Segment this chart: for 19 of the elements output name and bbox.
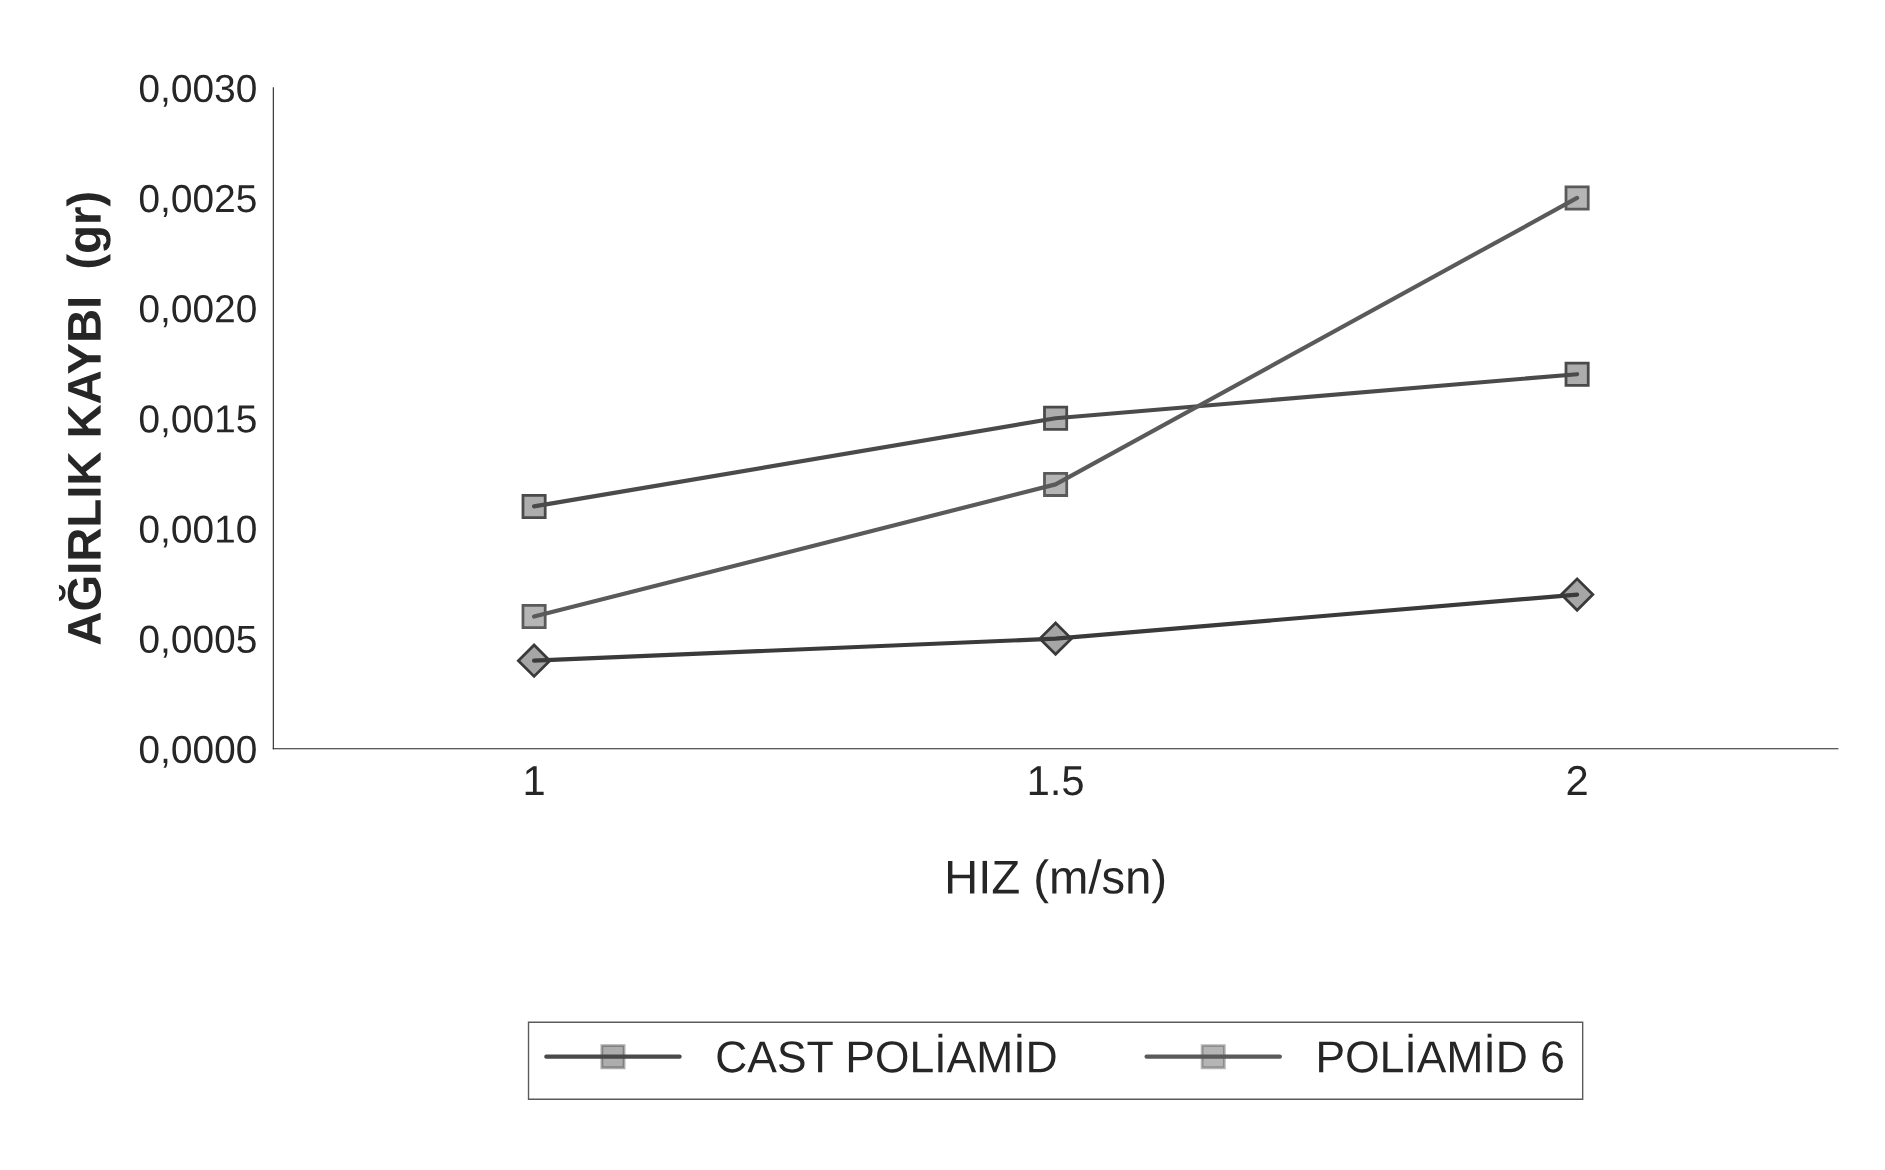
point [521,493,547,519]
legend-label: CAST POLİAMİD [717,1033,1056,1073]
point [1564,185,1590,211]
x-tick-label: 2 [1567,765,1587,795]
x-axis-title: HIZ (m/sn) [948,859,1165,904]
y-tick-label: 0,0000 [139,735,256,768]
y-tick-label: 0,0030 [139,74,256,107]
y-tick-label: 0,0015 [139,405,256,438]
y-tick-label: 0,0025 [139,184,256,217]
y-tick-label: 0,0010 [139,515,256,548]
point [521,604,547,630]
point [1560,577,1595,612]
point [1564,361,1590,387]
x-tick-label: 1 [525,766,544,795]
y-tick-label: 0,0005 [139,625,256,658]
legend-label: POLİAMİD 6 [1319,1033,1563,1073]
y-tick-label: 0,0020 [139,295,256,328]
x-tick-label: 1.5 [1029,766,1083,796]
y-axis-title: AĞIRLIK KAYBI (gr) [58,193,111,645]
